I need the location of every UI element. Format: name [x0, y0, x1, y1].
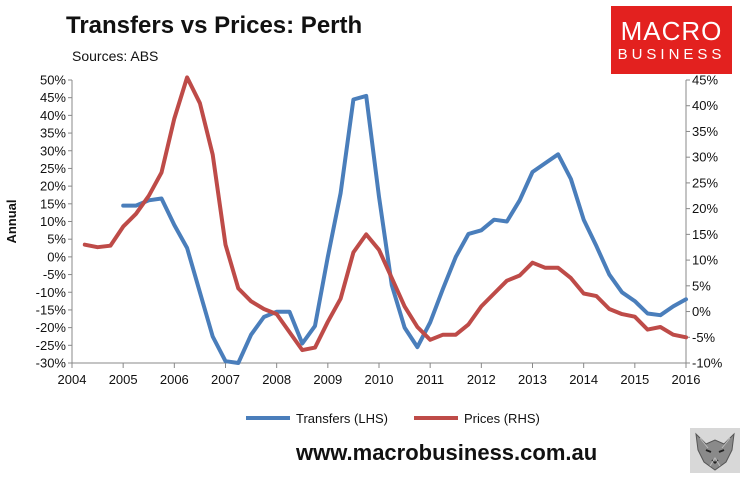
left-tick-label: 50%	[40, 73, 66, 88]
x-tick-label: 2014	[569, 372, 598, 387]
right-tick-label: -10%	[692, 356, 723, 371]
right-tick-label: 25%	[692, 175, 718, 190]
right-tick-label: 45%	[692, 73, 718, 88]
left-tick-label: -20%	[36, 320, 67, 335]
left-tick-label: 30%	[40, 143, 66, 158]
left-tick-label: 5%	[47, 232, 66, 247]
right-tick-label: 10%	[692, 253, 718, 268]
left-tick-label: 15%	[40, 196, 66, 211]
x-tick-label: 2016	[672, 372, 701, 387]
left-tick-label: -5%	[43, 267, 67, 282]
x-tick-label: 2007	[211, 372, 240, 387]
x-tick-label: 2015	[620, 372, 649, 387]
legend-label: Prices (RHS)	[464, 411, 540, 426]
transfers-series-line	[121, 93, 688, 365]
left-tick-label: -10%	[36, 285, 67, 300]
left-tick-label: 45%	[40, 90, 66, 105]
right-tick-label: 40%	[692, 98, 718, 113]
brand-logo: MACRO BUSINESS	[611, 6, 732, 74]
left-tick-label: 40%	[40, 108, 66, 123]
right-tick-label: 20%	[692, 201, 718, 216]
right-tick-label: 0%	[692, 304, 711, 319]
x-tick-label: 2005	[109, 372, 138, 387]
x-tick-label: 2011	[416, 372, 444, 387]
x-tick-label: 2013	[518, 372, 547, 387]
legend-label: Transfers (LHS)	[296, 411, 388, 426]
x-tick-label: 2009	[313, 372, 342, 387]
right-tick-label: 35%	[692, 124, 718, 139]
left-tick-label: -25%	[36, 338, 67, 353]
left-tick-label: 35%	[40, 126, 66, 141]
right-tick-label: -5%	[692, 330, 716, 345]
right-tick-label: 5%	[692, 278, 711, 293]
x-tick-label: 2006	[160, 372, 189, 387]
left-tick-label: -30%	[36, 356, 67, 371]
right-tick-label: 30%	[692, 150, 718, 165]
x-tick-label: 2012	[467, 372, 496, 387]
logo-line-2: BUSINESS	[617, 46, 726, 63]
x-tick-label: 2008	[262, 372, 291, 387]
right-tick-label: 15%	[692, 227, 718, 242]
wolf-logo-icon	[690, 428, 740, 473]
left-tick-label: 0%	[47, 249, 66, 264]
logo-line-1: MACRO	[620, 16, 723, 46]
chart-source: Sources: ABS	[72, 48, 159, 64]
y-axis-label: Annual	[4, 199, 19, 243]
x-tick-label: 2010	[365, 372, 394, 387]
left-tick-label: 25%	[40, 161, 66, 176]
left-tick-label: -15%	[36, 302, 67, 317]
x-tick-label: 2004	[58, 372, 87, 387]
website-url: www.macrobusiness.com.au	[296, 440, 598, 465]
prices-series-line	[82, 75, 688, 353]
left-tick-label: 20%	[40, 179, 66, 194]
chart-title: Transfers vs Prices: Perth	[66, 12, 363, 39]
left-tick-label: 10%	[40, 214, 66, 229]
